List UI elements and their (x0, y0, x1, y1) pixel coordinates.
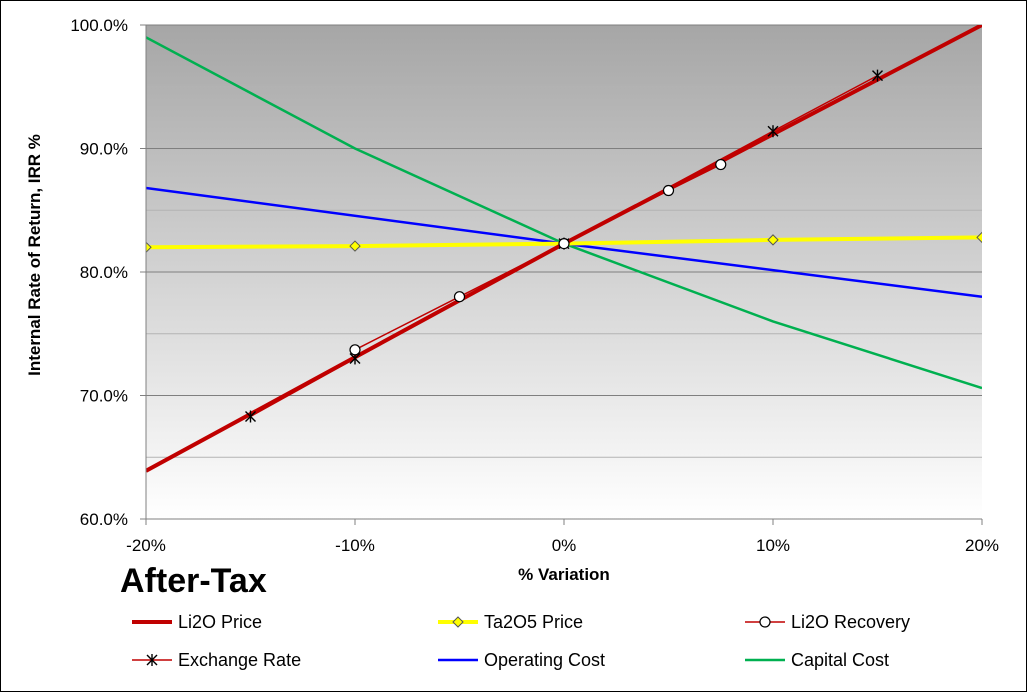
legend-item-li2o-recovery: Li2O Recovery (745, 612, 910, 632)
y-axis-title: Internal Rate of Return, IRR % (25, 134, 44, 376)
legend-label-li2o-price: Li2O Price (178, 612, 262, 632)
point-li2o-recovery-2 (558, 237, 570, 250)
legend-label-ta2o5-price: Ta2O5 Price (484, 612, 583, 632)
point-ta2o5-price-4 (976, 231, 982, 244)
axes (140, 24, 983, 525)
legend-marker-ta2o5-price (452, 616, 464, 628)
x-tick-label-0: -20% (126, 536, 166, 555)
point-ta2o5-price-3 (767, 234, 779, 246)
point-li2o-recovery-0 (349, 344, 361, 356)
x-tick-label-3: 10% (756, 536, 790, 555)
point-li2o-recovery-1 (453, 291, 466, 303)
x-axis-title: % Variation (518, 565, 610, 584)
y-tick-label-4: 100.0% (70, 16, 128, 35)
tick-labels: 60.0% 70.0% 80.0% 90.0% 100.0% -20% -10% 0% 10% 2… (70, 16, 999, 555)
legend-label-exchange-rate: Exchange Rate (178, 650, 301, 670)
series-li2o-recovery (349, 158, 727, 356)
legend-label-capital-cost: Capital Cost (791, 650, 889, 670)
gridlines (146, 24, 982, 458)
y-tick-label-0: 60.0% (80, 510, 128, 529)
point-ta2o5-price-0 (146, 241, 152, 254)
x-tick-label-1: -10% (335, 536, 375, 555)
point-exchange-rate-0 (245, 410, 256, 423)
legend-item-exchange-rate: Exchange Rate (132, 650, 301, 670)
x-tick-label-2: 0% (552, 536, 577, 555)
y-tick-label-1: 70.0% (80, 387, 128, 406)
point-ta2o5-price-1 (349, 240, 361, 252)
y-tick-label-2: 80.0% (80, 263, 128, 282)
legend-label-operating-cost: Operating Cost (484, 650, 605, 670)
after-tax-annotation: After-Tax (120, 562, 267, 600)
legend-marker-li2o-recovery (759, 616, 771, 628)
legend: Li2O Price Ta2O5 Price Li2O Recovery Exchan… (132, 612, 910, 670)
point-exchange-rate-4 (872, 69, 883, 82)
point-li2o-recovery-4 (715, 158, 727, 171)
legend-marker-exchange-rate (146, 654, 158, 666)
legend-item-capital-cost: Capital Cost (745, 650, 889, 670)
point-li2o-recovery-3 (662, 184, 675, 197)
y-tick-label-3: 90.0% (80, 140, 128, 159)
series-layer (146, 25, 982, 473)
legend-label-li2o-recovery: Li2O Recovery (791, 612, 910, 632)
x-tick-label-4: 20% (965, 536, 999, 555)
legend-item-operating-cost: Operating Cost (438, 650, 605, 670)
legend-item-ta2o5-price: Ta2O5 Price (438, 612, 583, 632)
legend-item-li2o-price: Li2O Price (132, 612, 262, 632)
point-exchange-rate-3 (767, 125, 779, 138)
